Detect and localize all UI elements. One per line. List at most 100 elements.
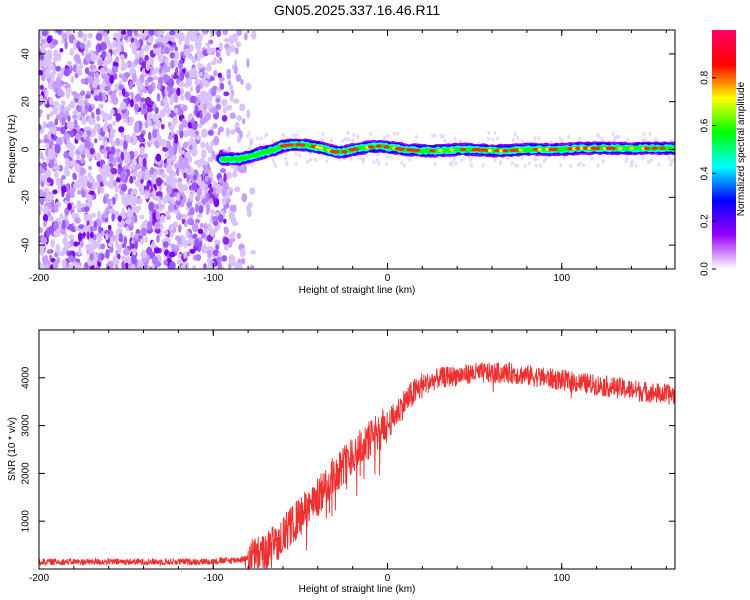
- ridge-peak: [582, 146, 589, 150]
- haze-speckle: [499, 160, 503, 165]
- noise-speckle: [46, 177, 52, 183]
- noise-speckle: [113, 210, 120, 220]
- haze-speckle: [597, 133, 601, 138]
- noise-speckle: [222, 198, 227, 206]
- noise-speckle: [212, 106, 217, 115]
- noise-speckle: [152, 113, 159, 123]
- noise-speckle: [130, 243, 136, 249]
- noise-speckle: [217, 214, 224, 222]
- haze-speckle: [284, 156, 288, 161]
- noise-speckle: [124, 72, 130, 78]
- noise-speckle: [96, 174, 102, 181]
- noise-speckle: [223, 91, 230, 97]
- noise-speckle: [191, 139, 196, 148]
- noise-speckle: [170, 243, 176, 249]
- noise-speckle: [163, 102, 170, 111]
- noise-speckle: [187, 113, 193, 121]
- noise-speckle: [155, 119, 162, 129]
- noise-speckle: [192, 265, 197, 269]
- noise-speckle: [167, 92, 172, 97]
- noise-speckle: [131, 73, 137, 83]
- spectrogram-xtick-label: 0: [385, 273, 391, 284]
- noise-speckle: [170, 129, 175, 137]
- noise-speckle: [195, 203, 199, 213]
- noise-speckle: [131, 195, 139, 205]
- noise-speckle: [222, 30, 229, 36]
- haze-speckle: [443, 138, 447, 143]
- noise-speckle: [200, 231, 206, 239]
- noise-speckle: [174, 107, 179, 114]
- noise-speckle: [230, 129, 236, 135]
- noise-speckle: [176, 193, 181, 202]
- haze-speckle: [644, 138, 648, 143]
- noise-speckle: [207, 223, 212, 232]
- noise-speckle: [79, 239, 84, 248]
- noise-speckle: [116, 44, 122, 53]
- noise-speckle: [115, 177, 121, 183]
- noise-speckle: [211, 215, 219, 222]
- noise-speckle: [191, 147, 198, 157]
- haze-speckle: [568, 163, 572, 168]
- noise-speckle: [61, 116, 66, 126]
- noise-speckle: [90, 111, 95, 119]
- noise-speckle: [198, 205, 204, 214]
- noise-speckle: [225, 190, 230, 200]
- spectrogram-ylabel: Frequency (Hz): [7, 115, 18, 184]
- haze-speckle: [250, 163, 254, 168]
- noise-speckle: [202, 243, 208, 254]
- noise-speckle: [99, 83, 105, 90]
- snr-xtick-label: -100: [203, 573, 223, 584]
- haze-speckle: [320, 137, 324, 142]
- noise-speckle: [167, 121, 172, 128]
- noise-speckle: [58, 104, 62, 112]
- noise-speckle: [121, 200, 127, 205]
- noise-speckle: [174, 163, 178, 170]
- noise-speckle: [144, 236, 148, 243]
- noise-speckle: [189, 207, 194, 216]
- haze-speckle: [617, 134, 621, 139]
- haze-speckle: [298, 153, 302, 158]
- noise-speckle: [147, 84, 153, 95]
- ridge-peak: [659, 146, 666, 150]
- noise-speckle: [242, 118, 246, 125]
- noise-speckle: [176, 213, 182, 221]
- noise-speckle: [110, 127, 114, 138]
- noise-speckle: [249, 264, 255, 269]
- haze-speckle: [415, 134, 419, 139]
- haze-speckle: [314, 158, 318, 163]
- noise-speckle: [213, 135, 220, 145]
- noise-speckle: [54, 118, 59, 126]
- noise-speckle: [119, 172, 127, 180]
- noise-speckle: [139, 81, 144, 91]
- noise-speckle: [101, 91, 107, 98]
- noise-speckle: [80, 153, 86, 159]
- noise-speckle: [105, 233, 109, 241]
- haze-speckle: [376, 152, 380, 157]
- haze-speckle: [538, 163, 542, 168]
- noise-speckle: [114, 185, 120, 193]
- noise-speckle: [110, 92, 117, 100]
- noise-speckle: [102, 163, 107, 172]
- noise-speckle: [52, 101, 60, 107]
- noise-speckle: [237, 135, 242, 144]
- noise-speckle: [47, 130, 52, 140]
- haze-speckle: [648, 131, 652, 136]
- haze-speckle: [450, 160, 454, 165]
- noise-speckle: [82, 33, 88, 43]
- noise-speckle: [95, 32, 103, 41]
- noise-speckle: [41, 236, 48, 244]
- noise-speckle: [54, 144, 61, 154]
- noise-speckle: [100, 41, 107, 51]
- noise-speckle: [187, 237, 195, 245]
- noise-speckle: [167, 134, 173, 141]
- noise-speckle: [41, 161, 48, 169]
- ridge-peak: [437, 149, 443, 153]
- noise-speckle: [166, 158, 172, 164]
- noise-speckle: [212, 123, 218, 129]
- noise-speckle: [139, 146, 145, 156]
- noise-speckle: [72, 64, 78, 73]
- noise-speckle: [203, 104, 207, 111]
- noise-speckle: [53, 165, 60, 171]
- noise-speckle: [188, 218, 195, 226]
- noise-speckle: [134, 93, 142, 102]
